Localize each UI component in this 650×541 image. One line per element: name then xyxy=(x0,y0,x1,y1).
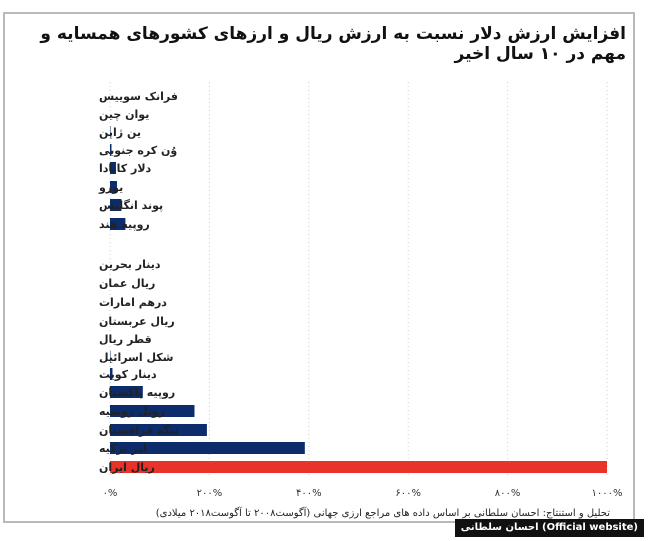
category-label: روپیه هند xyxy=(99,218,150,231)
category-label: یورو xyxy=(98,181,123,194)
category-label: ریال عمان xyxy=(99,277,155,290)
category-label: ریال عربستان xyxy=(99,315,175,328)
x-tick-label: ۸۰۰% xyxy=(495,488,521,499)
category-label: ین ژاپن xyxy=(99,126,141,139)
category-label: روپیه پاکستان xyxy=(99,386,175,399)
category-label: شکل اسرائیل xyxy=(99,351,174,364)
category-label: روبل روسیه xyxy=(99,405,165,418)
bar xyxy=(110,386,143,398)
category-label: فرانک سوییس xyxy=(99,90,178,103)
brand-label: احسان سلطانی (Official website) xyxy=(454,519,644,537)
category-label: دینار بحرین xyxy=(99,258,161,271)
bar xyxy=(110,424,207,436)
source-note: تحلیل و استنتاج: احسان سلطانی بر اساس دا… xyxy=(155,508,610,519)
x-tick-label: ۱۰۰۰% xyxy=(592,488,623,499)
bar xyxy=(110,181,117,193)
x-tick-label: ۴۰۰% xyxy=(296,488,322,499)
bar xyxy=(110,442,305,454)
bar xyxy=(110,368,113,380)
category-label: تنگه قزاقستان xyxy=(99,424,179,437)
bar xyxy=(110,144,112,156)
category-label: قطر ریال xyxy=(99,333,152,346)
bar xyxy=(110,405,195,417)
chart-frame xyxy=(3,12,635,523)
category-label: دلار کانادا xyxy=(99,162,152,175)
chart-title: افزایش ارزش دلار نسبت به ارزش ریال و ارز… xyxy=(40,24,626,64)
bar xyxy=(110,218,126,230)
bar xyxy=(110,162,116,174)
category-label: دینار کویت xyxy=(99,368,157,381)
x-tick-label: ۶۰۰% xyxy=(395,488,421,499)
category-label: لیر ترکیه xyxy=(99,442,147,455)
category-label: یوان چین xyxy=(99,108,149,121)
x-tick-label: ۲۰۰% xyxy=(197,488,223,499)
category-label: درهم امارات xyxy=(99,296,167,309)
category-label: ریال ایران xyxy=(99,461,155,474)
x-tick-label: ۰% xyxy=(103,488,118,499)
bar xyxy=(110,199,122,211)
bar xyxy=(110,461,607,473)
category-label: پوند انگلیس xyxy=(99,199,163,212)
category-label: وُن کره جنوبی xyxy=(99,144,177,157)
